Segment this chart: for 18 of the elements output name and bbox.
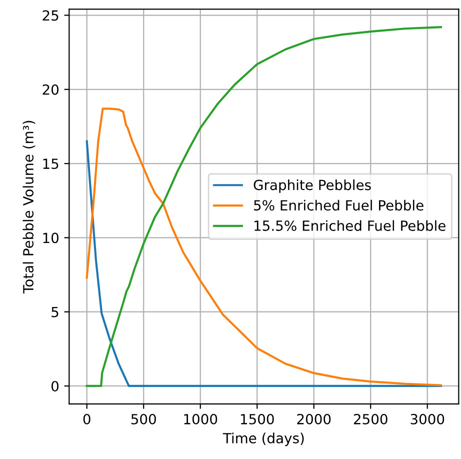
x-tick-label: 2000 bbox=[297, 414, 331, 424]
y-tick-label: 20 bbox=[42, 84, 59, 95]
y-tick-label: 10 bbox=[43, 232, 59, 244]
legend-label: Graphite Pebbles bbox=[254, 179, 371, 193]
x-tick-label: 0 bbox=[83, 414, 90, 424]
y-tick-label: 15 bbox=[43, 158, 58, 170]
legend-label: 5% Enriched Fuel Pebble bbox=[254, 200, 424, 211]
x-tick-label: 500 bbox=[131, 414, 156, 424]
x-tick-label: 3000 bbox=[410, 414, 444, 424]
x-tick-label: 1500 bbox=[240, 414, 274, 424]
x-tick-label: 1000 bbox=[184, 414, 218, 424]
y-tick-label: 0 bbox=[52, 380, 59, 392]
y-axis-title: Total Pebble Volume (m³) bbox=[22, 120, 36, 294]
x-tick-label: 2500 bbox=[354, 414, 388, 424]
y-tick-label: 25 bbox=[42, 10, 58, 21]
y-tick-label: 5 bbox=[52, 306, 58, 318]
legend-label: 15.5% Enriched Fuel Pebble bbox=[254, 220, 446, 231]
x-axis-title: Time (days) bbox=[222, 432, 304, 446]
